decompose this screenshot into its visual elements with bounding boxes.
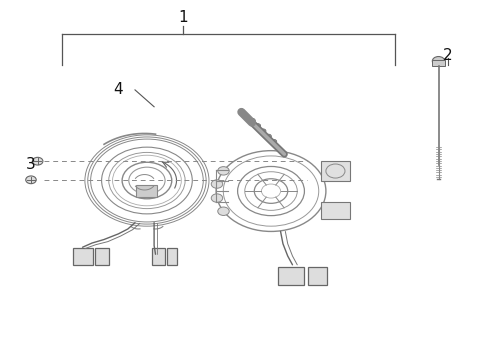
Text: 1: 1 bbox=[178, 10, 188, 25]
Bar bbox=[167, 248, 178, 265]
Circle shape bbox=[26, 176, 36, 184]
Bar bbox=[278, 267, 304, 285]
Circle shape bbox=[432, 57, 445, 65]
Bar bbox=[136, 185, 157, 198]
Circle shape bbox=[260, 129, 266, 133]
Circle shape bbox=[271, 139, 277, 144]
Text: 3: 3 bbox=[26, 157, 36, 172]
Circle shape bbox=[218, 167, 229, 175]
Bar bbox=[152, 248, 165, 265]
Bar bbox=[308, 267, 327, 285]
Text: 2: 2 bbox=[443, 48, 453, 63]
Circle shape bbox=[218, 207, 229, 216]
Circle shape bbox=[265, 134, 271, 138]
Circle shape bbox=[211, 194, 223, 202]
Bar bbox=[95, 248, 109, 265]
Text: 4: 4 bbox=[113, 82, 123, 97]
Bar bbox=[432, 61, 445, 66]
Circle shape bbox=[250, 118, 255, 122]
Circle shape bbox=[255, 124, 261, 128]
Circle shape bbox=[211, 180, 223, 188]
Circle shape bbox=[33, 157, 43, 165]
Bar bbox=[321, 161, 350, 181]
Bar bbox=[73, 248, 93, 265]
Bar bbox=[321, 201, 350, 219]
